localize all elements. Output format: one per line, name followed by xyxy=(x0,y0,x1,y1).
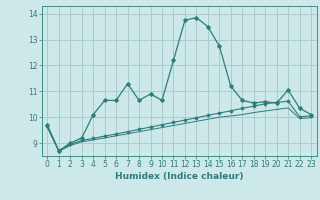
X-axis label: Humidex (Indice chaleur): Humidex (Indice chaleur) xyxy=(115,172,244,181)
